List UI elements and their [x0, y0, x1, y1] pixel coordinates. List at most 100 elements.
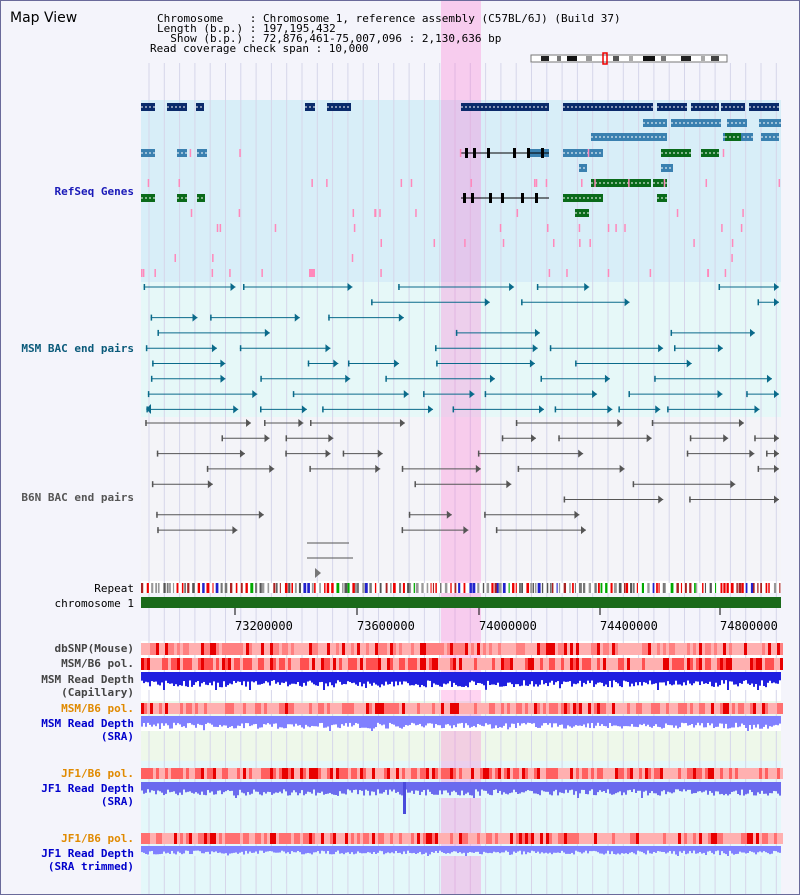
heat-cell — [363, 643, 366, 655]
heat-cell — [441, 768, 444, 779]
depth-bar — [377, 846, 379, 853]
depth-bar — [451, 846, 453, 853]
heat-cell — [711, 658, 714, 670]
heat-cell — [273, 833, 276, 844]
depth-bar — [353, 846, 355, 855]
heat-cell — [537, 703, 540, 714]
heat-cell — [270, 658, 273, 670]
heat-cell — [189, 768, 192, 779]
depth-bar — [631, 782, 633, 792]
bac-end — [243, 284, 245, 290]
heat-cell — [372, 658, 375, 670]
heat-cell — [396, 833, 399, 844]
page-title: Map View — [10, 10, 78, 26]
heat-cell — [153, 833, 156, 844]
track-label-jf1-depth-trimmed[interactable]: JF1 Read Depth — [41, 847, 134, 860]
depth-bar — [605, 716, 607, 727]
highlight-region — [441, 1, 481, 894]
depth-bar — [173, 846, 175, 854]
depth-bar — [581, 672, 583, 687]
depth-bar — [497, 672, 499, 683]
heat-cell — [492, 703, 495, 714]
heat-cell — [600, 768, 603, 779]
depth-bar — [203, 716, 205, 731]
depth-bar — [247, 716, 249, 724]
heat-cell — [474, 643, 477, 655]
heat-cell — [690, 833, 693, 844]
heat-cell — [234, 643, 237, 655]
depth-bar — [241, 846, 243, 852]
depth-bar — [773, 782, 775, 791]
heat-cell — [567, 703, 570, 714]
depth-bar — [287, 672, 289, 687]
depth-bar — [435, 672, 437, 685]
depth-bar — [261, 716, 263, 728]
heat-cell — [402, 703, 405, 714]
heat-cell — [258, 833, 261, 844]
depth-bar — [381, 672, 383, 685]
track-label-jf1-depth-sra[interactable]: JF1 Read Depth — [41, 782, 134, 795]
heat-cell — [348, 703, 351, 714]
heat-cell — [480, 833, 483, 844]
heat-cell — [300, 833, 303, 844]
depth-bar — [227, 782, 229, 791]
depth-bar — [499, 782, 501, 791]
depth-bar — [609, 672, 611, 681]
repeat-mark — [594, 583, 597, 593]
heat-cell — [219, 643, 222, 655]
heat-cell — [660, 833, 663, 844]
depth-bar — [463, 716, 465, 728]
heat-cell — [603, 833, 606, 844]
heat-cell — [594, 768, 597, 779]
track-label-msm-bac[interactable]: MSM BAC end pairs — [21, 342, 134, 355]
track-label-dbsnp[interactable]: dbSNP(Mouse) — [54, 642, 134, 655]
depth-bar — [723, 672, 725, 684]
heat-cell — [288, 703, 291, 714]
bac-end — [310, 420, 312, 426]
depth-bar — [149, 846, 151, 852]
track-label-msm-pol-sra[interactable]: MSM/B6 pol. — [61, 702, 134, 715]
heat-cell — [648, 658, 651, 670]
est-mark — [740, 224, 743, 232]
bac-end-arrow — [730, 480, 736, 489]
depth-bar — [309, 716, 311, 728]
depth-bar — [201, 672, 203, 684]
heat-cell — [381, 643, 384, 655]
heat-cell — [525, 833, 528, 844]
est-mark — [147, 179, 150, 187]
heat-cell — [477, 833, 480, 844]
heat-cell — [348, 658, 351, 670]
depth-bar — [563, 716, 565, 729]
est-mark — [400, 179, 403, 187]
track-label-jf1-pol-2[interactable]: JF1/B6 pol. — [61, 832, 134, 845]
bac-end-arrow — [398, 313, 404, 322]
depth-bar — [521, 782, 523, 793]
heat-cell — [702, 643, 705, 655]
track-label-msm-depth-sra[interactable]: MSM Read Depth — [41, 717, 134, 730]
est-mark — [415, 209, 417, 217]
depth-bar — [585, 672, 587, 685]
track-label-msm-depth-capillary[interactable]: MSM Read Depth — [41, 673, 134, 686]
heat-cell — [405, 658, 408, 670]
depth-bar — [227, 716, 229, 728]
depth-bar — [237, 846, 239, 854]
heat-cell — [306, 833, 309, 844]
track-label-msm-pol[interactable]: MSM/B6 pol. — [61, 657, 134, 670]
depth-bar — [585, 716, 587, 728]
depth-bar — [681, 716, 683, 723]
repeat-mark — [141, 583, 144, 593]
track-label-jf1-pol[interactable]: JF1/B6 pol. — [61, 767, 134, 780]
track-label-refseq-genes[interactable]: RefSeq Genes — [54, 185, 134, 198]
depth-bar — [559, 846, 561, 853]
depth-bar — [341, 782, 343, 794]
track-label-b6n-bac[interactable]: B6N BAC end pairs — [21, 491, 134, 504]
depth-bar — [415, 716, 417, 726]
heat-cell — [492, 658, 495, 670]
depth-bar — [507, 716, 509, 730]
depth-bar — [383, 846, 385, 855]
depth-bar — [155, 782, 157, 795]
depth-bar — [213, 716, 215, 727]
heat-cell — [141, 643, 144, 655]
depth-bar — [455, 846, 457, 852]
